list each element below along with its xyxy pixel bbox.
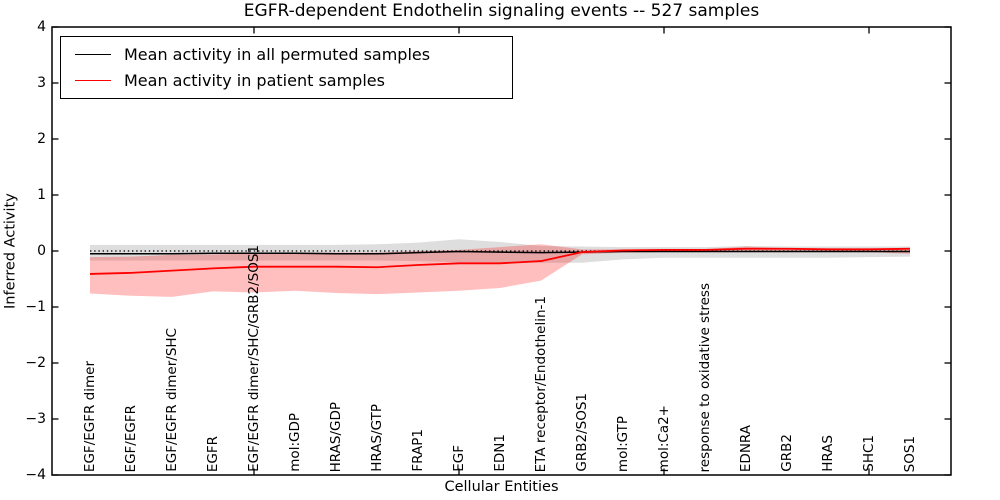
y-tick-label: −1 (25, 299, 46, 315)
y-tick-label: 2 (37, 131, 46, 147)
x-category-label: response to oxidative stress (697, 282, 713, 472)
y-tick-label: 3 (37, 75, 46, 91)
permuted-mean-line (90, 250, 910, 255)
x-category-label: EGF/EGFR dimer/SHC/GRB2/SOS1 (246, 245, 262, 472)
x-category-label: FRAP1 (410, 429, 426, 472)
x-category-label: mol:GDP (287, 413, 303, 472)
x-category-label: SOS1 (902, 435, 918, 472)
x-category-label: HRAS/GTP (369, 404, 385, 472)
y-tick-label: 1 (37, 187, 46, 203)
patient-mean-line (89, 247, 911, 275)
legend-line-swatch (75, 80, 111, 82)
y-tick-label: −2 (25, 355, 46, 371)
x-category-label: SHC1 (861, 435, 877, 472)
y-tick-label: 4 (37, 19, 46, 35)
legend-label: Mean activity in all permuted samples (124, 44, 431, 64)
x-category-label: HRAS (820, 435, 836, 472)
x-category-label: mol:GTP (615, 415, 631, 472)
legend-entry: Mean activity in all permuted samples (61, 45, 512, 64)
y-tick-label: 0 (37, 243, 46, 259)
x-category-label: GRB2/SOS1 (574, 393, 590, 472)
chart-title: EGFR-dependent Endothelin signaling even… (243, 1, 760, 21)
x-category-label: HRAS/GDP (328, 401, 344, 472)
y-tick-label: −4 (25, 467, 46, 483)
x-category-label: EGF/EGFR dimer (82, 360, 98, 472)
x-category-label: EGF/EGFR dimer/SHC (164, 328, 180, 472)
legend-line-swatch (75, 53, 111, 55)
legend: Mean activity in all permuted samples Mea… (60, 36, 513, 99)
x-category-label: GRB2 (779, 434, 795, 472)
x-category-label: EGF (451, 445, 467, 472)
patient-range-band (90, 244, 910, 297)
legend-entry: Mean activity in patient samples (61, 71, 512, 90)
x-axis-title: Cellular Entities (444, 479, 559, 495)
y-tick-label: −3 (25, 411, 46, 427)
x-category-label: EGF/EGFR (123, 404, 139, 472)
x-category-label: mol:Ca2+ (656, 404, 672, 472)
x-category-label: ETA receptor/Endothelin-1 (533, 295, 549, 472)
x-category-label: EGFR (205, 435, 221, 472)
x-category-label: EDNRA (738, 424, 754, 472)
permuted-range-band (90, 239, 910, 263)
x-category-label: EDN1 (492, 434, 508, 472)
legend-label: Mean activity in patient samples (124, 71, 385, 91)
